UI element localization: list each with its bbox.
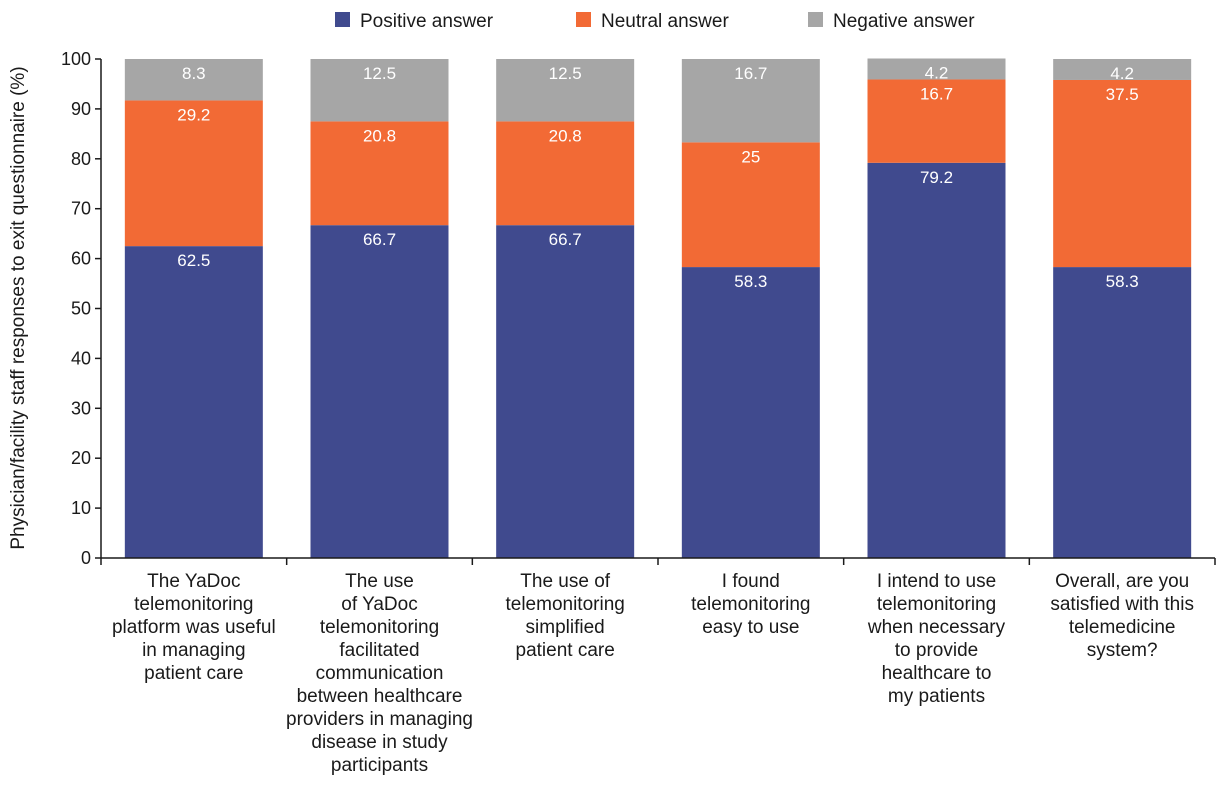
bar-segment-neutral-3 xyxy=(496,121,635,226)
x-category-label: The YaDoc telemonitoring platform was us… xyxy=(111,571,276,684)
bar-value-label: 4.2 xyxy=(1110,64,1134,83)
bar-segment-negative-4 xyxy=(681,59,820,143)
bar-value-label: 66.7 xyxy=(549,230,582,249)
legend-swatch xyxy=(335,12,350,27)
y-tick-label: 20 xyxy=(71,448,91,468)
y-axis-label: Physician/facility staff responses to ex… xyxy=(8,66,29,550)
y-tick-label: 0 xyxy=(81,548,91,568)
y-tick-label: 10 xyxy=(71,498,91,518)
bar-segment-negative-1 xyxy=(124,59,263,101)
x-category-label: I intend to use telemonitoring when nece… xyxy=(867,571,1006,707)
bar-segment-positive-5 xyxy=(867,162,1006,559)
legend-label: Positive answer xyxy=(360,11,494,32)
bar-value-label: 79.2 xyxy=(920,168,953,187)
bar-value-label: 12.5 xyxy=(549,64,582,83)
y-tick-label: 90 xyxy=(71,99,91,119)
bar-segment-neutral-1 xyxy=(124,100,263,247)
y-tick-label: 50 xyxy=(71,299,91,319)
x-category-label: The use of telemonitoring simplified pat… xyxy=(505,571,625,661)
legend-label: Negative answer xyxy=(833,11,975,32)
bar-segment-negative-3 xyxy=(496,59,635,122)
bar-value-label: 20.8 xyxy=(363,126,396,145)
bar-value-label: 37.5 xyxy=(1106,85,1139,104)
bar-segment-positive-6 xyxy=(1053,267,1192,558)
bar-value-label: 58.3 xyxy=(734,272,767,291)
bar-value-label: 62.5 xyxy=(177,251,210,270)
y-tick-label: 100 xyxy=(61,49,91,69)
y-tick-label: 40 xyxy=(71,348,91,368)
x-category-label: The use of YaDoc telemonitoring facilita… xyxy=(286,571,473,776)
bar-segment-positive-2 xyxy=(310,225,449,559)
bar-value-label: 25 xyxy=(741,147,760,166)
legend-swatch xyxy=(576,12,591,27)
bar-value-label: 16.7 xyxy=(920,84,953,103)
x-category-label: I found telemonitoring easy to use xyxy=(691,571,811,638)
y-tick-label: 60 xyxy=(71,249,91,269)
bar-segment-neutral-5 xyxy=(867,79,1006,163)
bar-value-label: 66.7 xyxy=(363,230,396,249)
legend-swatch xyxy=(808,12,823,27)
bar-value-label: 58.3 xyxy=(1106,272,1139,291)
y-tick-label: 70 xyxy=(71,199,91,219)
bar-value-label: 8.3 xyxy=(182,64,206,83)
bar-segment-neutral-6 xyxy=(1053,79,1192,268)
bar-value-label: 12.5 xyxy=(363,64,396,83)
bar-segment-negative-2 xyxy=(310,59,449,122)
y-tick-label: 30 xyxy=(71,398,91,418)
bar-value-label: 4.2 xyxy=(925,64,949,83)
legend-label: Neutral answer xyxy=(601,11,729,32)
bar-value-label: 29.2 xyxy=(177,105,210,124)
bar-segment-positive-3 xyxy=(496,225,635,559)
bar-segment-positive-1 xyxy=(124,246,263,559)
x-category-label: Overall, are you satisfied with this tel… xyxy=(1050,571,1194,661)
bar-segment-positive-4 xyxy=(681,267,820,558)
bar-segment-negative-5 xyxy=(867,58,1006,80)
bar-value-label: 20.8 xyxy=(549,126,582,145)
bar-segment-neutral-4 xyxy=(681,142,820,268)
bar-segment-negative-6 xyxy=(1053,59,1192,80)
bar-segment-neutral-2 xyxy=(310,121,449,226)
y-tick-label: 80 xyxy=(71,149,91,169)
bar-value-label: 16.7 xyxy=(734,64,767,83)
